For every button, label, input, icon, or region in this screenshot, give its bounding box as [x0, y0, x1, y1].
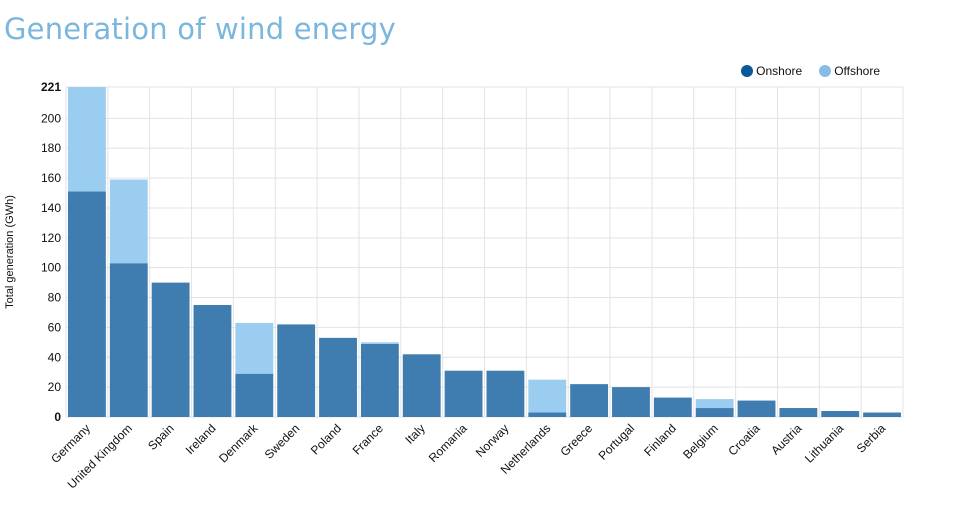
bar-onshore-italy[interactable] — [402, 354, 441, 417]
bar-onshore-austria[interactable] — [779, 408, 818, 417]
chart-grid — [65, 86, 904, 418]
bar-onshore-serbia[interactable] — [863, 412, 901, 417]
bar-onshore-united-kingdom[interactable] — [109, 263, 148, 417]
y-tick-label: 120 — [41, 231, 61, 245]
x-tick-label: Italy — [402, 421, 427, 446]
y-tick-label: 0 — [54, 410, 61, 424]
y-tick-label: 20 — [48, 380, 62, 394]
bar-offshore-netherlands[interactable] — [528, 379, 567, 413]
y-tick-label: 200 — [41, 111, 61, 125]
bar-offshore-united-kingdom[interactable] — [109, 179, 148, 264]
legend-swatch-onshore — [741, 65, 754, 77]
bar-offshore-denmark[interactable] — [235, 322, 274, 374]
y-axis: 0 20 40 60 80 100 120 140 160 180 200 221 — [41, 80, 61, 424]
bar-onshore-france[interactable] — [360, 343, 399, 417]
x-tick-label: Lithuania — [802, 421, 847, 466]
x-tick-label: Norway — [473, 421, 512, 460]
y-axis-label: Total generation (GWh) — [4, 195, 16, 309]
bar-onshore-ireland[interactable] — [193, 305, 232, 417]
x-tick-label: Portugal — [596, 421, 638, 463]
x-tick-label: Belgium — [680, 421, 721, 462]
bar-onshore-poland[interactable] — [319, 337, 357, 417]
legend-item-offshore[interactable]: Offshore — [819, 64, 880, 78]
bar-onshore-finland[interactable] — [653, 397, 692, 417]
bar-onshore-norway[interactable] — [486, 370, 525, 417]
x-tick-label: Spain — [145, 421, 177, 453]
x-tick-label: Poland — [308, 421, 344, 457]
chart-bars — [68, 87, 901, 417]
chart-title: Generation of wind energy — [4, 12, 396, 46]
bar-onshore-sweden[interactable] — [277, 324, 316, 417]
x-tick-label: Serbia — [854, 421, 889, 456]
y-tick-label: 140 — [41, 201, 61, 215]
x-tick-label: Austria — [768, 421, 805, 458]
legend-label-onshore: Onshore — [756, 64, 803, 78]
x-tick-label: France — [350, 421, 387, 458]
bar-onshore-germany[interactable] — [68, 191, 106, 417]
bar-offshore-france[interactable] — [360, 342, 399, 344]
y-tick-label: 221 — [41, 80, 61, 94]
x-tick-label: Croatia — [725, 421, 762, 458]
bar-onshore-lithuania[interactable] — [821, 411, 860, 417]
x-tick-label: Romania — [426, 421, 470, 465]
x-tick-label: Denmark — [216, 421, 261, 466]
chart-legend: Onshore Offshore — [724, 64, 880, 78]
bar-onshore-denmark[interactable] — [235, 373, 274, 417]
y-tick-label: 180 — [41, 141, 61, 155]
legend-swatch-offshore — [819, 65, 832, 77]
bar-onshore-spain[interactable] — [151, 282, 190, 417]
y-tick-label: 100 — [41, 261, 61, 275]
x-tick-label: Sweden — [262, 421, 303, 462]
bar-offshore-germany[interactable] — [68, 87, 106, 192]
bar-onshore-romania[interactable] — [444, 370, 483, 417]
y-tick-label: 80 — [48, 291, 62, 305]
y-tick-label: 40 — [48, 350, 62, 364]
x-tick-label: Finland — [641, 421, 679, 459]
bar-onshore-croatia[interactable] — [737, 400, 776, 417]
y-tick-label: 160 — [41, 171, 61, 185]
x-tick-label: Greece — [558, 421, 596, 459]
legend-item-onshore[interactable]: Onshore — [741, 64, 802, 78]
bar-onshore-netherlands[interactable] — [528, 412, 567, 417]
bar-onshore-portugal[interactable] — [612, 387, 650, 417]
bar-offshore-belgium[interactable] — [695, 399, 734, 409]
legend-label-offshore: Offshore — [834, 64, 880, 78]
bar-onshore-belgium[interactable] — [695, 408, 734, 417]
bar-onshore-greece[interactable] — [570, 384, 609, 417]
y-tick-label: 60 — [48, 320, 62, 334]
x-tick-label: Ireland — [183, 421, 219, 457]
